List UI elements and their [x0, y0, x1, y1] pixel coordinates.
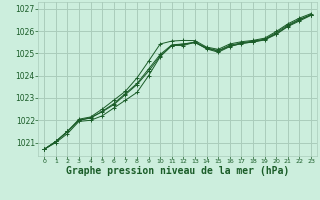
X-axis label: Graphe pression niveau de la mer (hPa): Graphe pression niveau de la mer (hPa): [66, 166, 289, 176]
